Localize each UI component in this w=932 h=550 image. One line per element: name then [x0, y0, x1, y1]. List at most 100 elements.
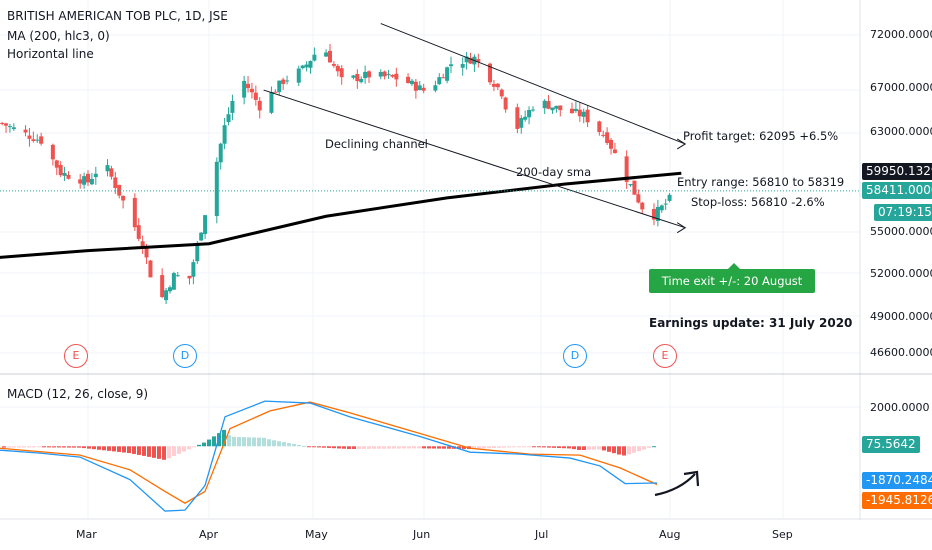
candle: [655, 199, 660, 227]
histogram-bar: [607, 446, 611, 452]
dividend-event-marker[interactable]: D: [173, 344, 197, 368]
candle-body: [230, 100, 235, 113]
histogram-bar: [652, 446, 656, 448]
histogram-bar: [457, 446, 461, 449]
y-tick-label: 46600.0000: [870, 346, 932, 359]
histogram-bar: [517, 446, 521, 448]
histogram-bar: [102, 446, 106, 451]
histogram-bar: [482, 446, 486, 449]
candle: [93, 166, 98, 185]
histogram-bar: [237, 436, 241, 447]
histogram-bar: [497, 446, 501, 448]
candle-body: [570, 108, 574, 114]
histogram-bar: [302, 445, 306, 447]
earnings-label: Earnings update: 31 July 2020: [649, 316, 853, 330]
histogram-bar: [592, 446, 596, 450]
histogram-bar: [222, 429, 226, 447]
histogram-bar: [337, 446, 341, 449]
histogram-bar: [57, 446, 61, 448]
histogram-bar: [107, 446, 111, 451]
candle: [324, 49, 329, 57]
histogram-bar: [117, 446, 121, 452]
horizontal-line-legend[interactable]: Horizontal line: [7, 47, 94, 61]
histogram-bar: [42, 446, 46, 448]
candle-body: [355, 73, 360, 82]
histogram-bar: [542, 446, 546, 448]
candle-body: [7, 126, 12, 128]
candle-body: [363, 71, 368, 79]
earnings-event-marker[interactable]: E: [64, 344, 88, 368]
candle-body: [249, 88, 254, 93]
histogram-bar: [397, 446, 401, 449]
candle: [140, 235, 145, 254]
histogram-bar: [227, 435, 231, 447]
candle: [355, 69, 360, 89]
y-tick-label: 55000.0000: [870, 225, 932, 238]
candle: [148, 259, 153, 278]
histogram-bar: [317, 446, 321, 448]
candle: [550, 107, 555, 114]
histogram-bar: [157, 446, 161, 459]
histogram-bar: [572, 446, 576, 450]
histogram-bar: [582, 446, 586, 451]
signal-line: [0, 401, 658, 504]
candle: [577, 102, 582, 122]
candle-body: [339, 68, 344, 78]
candle-body: [601, 134, 606, 136]
candle-body: [140, 241, 145, 249]
candle: [554, 105, 559, 113]
candle-body: [406, 76, 411, 84]
time-exit-callout: Time exit +/-: 20 August 2020: [649, 263, 815, 312]
histogram-bar: [187, 446, 191, 450]
histogram-bar: [152, 446, 156, 458]
histogram-bar: [257, 437, 261, 447]
candle-body: [109, 168, 114, 177]
candle: [54, 159, 59, 176]
channel-label: Declining channel: [325, 137, 428, 151]
histogram-bar: [402, 446, 406, 449]
last-price-tag: 58411.0000: [862, 182, 932, 199]
candle-body: [113, 177, 118, 189]
candle: [249, 82, 254, 99]
histogram-bar: [617, 446, 621, 455]
candle-body: [464, 56, 469, 63]
histogram-bar: [247, 437, 251, 447]
candle: [257, 97, 262, 119]
candle: [23, 125, 28, 137]
histogram-bar: [112, 446, 116, 452]
candle-body: [4, 123, 9, 126]
histogram-bar: [167, 446, 171, 459]
candle: [296, 65, 301, 87]
histogram-bar: [602, 446, 606, 451]
candle: [659, 204, 664, 213]
histogram-bar: [47, 446, 51, 448]
candle: [226, 107, 231, 126]
histogram-bar: [87, 446, 91, 449]
candle-body: [581, 111, 586, 117]
signal-line-tag: -1945.8126: [862, 492, 932, 509]
candle: [585, 105, 590, 128]
dividend-event-marker[interactable]: D: [563, 344, 587, 368]
candle-body: [328, 50, 332, 63]
candle: [367, 70, 372, 83]
candle: [171, 271, 176, 290]
candle-body: [386, 74, 391, 76]
histogram-bar: [142, 446, 146, 456]
candle-body: [50, 144, 55, 160]
candle-body: [655, 206, 660, 221]
macd-legend[interactable]: MACD (12, 26, close, 9): [7, 387, 149, 401]
histogram-bar: [287, 443, 291, 447]
candle-body: [222, 125, 227, 144]
histogram-bar: [332, 446, 336, 449]
histogram-bar: [367, 446, 371, 449]
candle: [542, 99, 547, 115]
ma-legend[interactable]: MA (200, hlc3, 0): [7, 29, 110, 43]
candle: [164, 288, 169, 305]
candle: [109, 165, 114, 180]
histogram-bar: [462, 446, 466, 449]
histogram-bar: [472, 446, 476, 449]
histogram-bar: [547, 446, 551, 448]
x-tick-label: Sep: [772, 528, 793, 541]
earnings-event-marker[interactable]: E: [653, 344, 677, 368]
stop-loss-label: Stop-loss: 56810 -2.6%: [691, 195, 825, 209]
